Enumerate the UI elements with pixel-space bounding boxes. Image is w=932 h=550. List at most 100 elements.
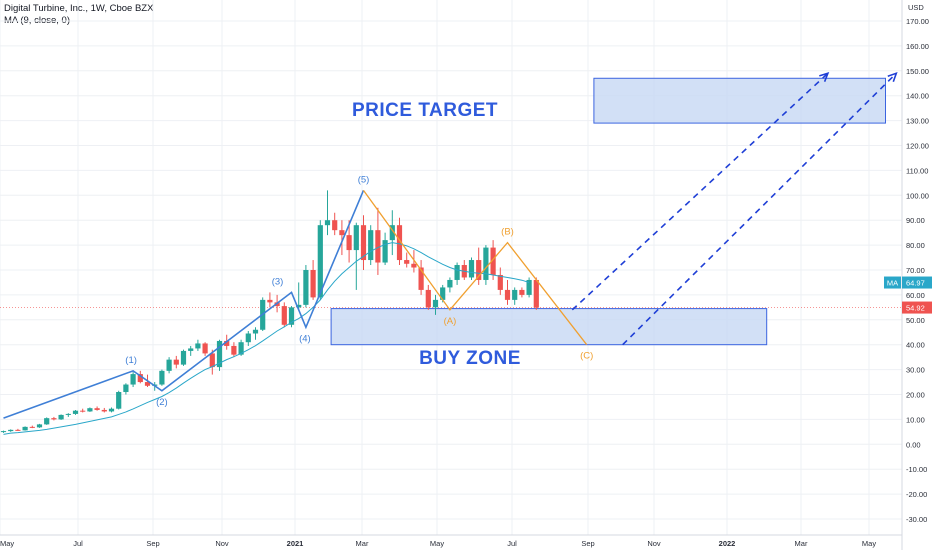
- zones-layer: [0, 77, 902, 346]
- last-price-label: 54.92: [906, 304, 925, 313]
- candle-body: [180, 350, 187, 365]
- candle-body: [368, 230, 374, 261]
- last-price-box: [902, 301, 932, 314]
- candle-body: [130, 374, 136, 385]
- candle-body: [324, 220, 331, 226]
- ma-tag-box: [884, 276, 901, 289]
- candle-body: [382, 240, 388, 263]
- candle-body: [404, 260, 410, 264]
- price-tick-label: 100.00: [906, 191, 929, 200]
- candle-body: [267, 299, 273, 303]
- price-tick-label: 110.00: [906, 166, 928, 175]
- candle-body: [202, 343, 208, 354]
- candle-body: [15, 429, 21, 431]
- candle-body: [188, 348, 194, 351]
- candle-body: [58, 414, 64, 420]
- candle-body: [108, 408, 115, 412]
- candles-layer: [0, 190, 539, 433]
- price-tick-label: 50.00: [906, 316, 925, 325]
- candle-body: [252, 329, 259, 334]
- candle-body: [468, 260, 475, 278]
- candle-body: [375, 230, 381, 263]
- candle-body: [389, 225, 395, 241]
- candle-body: [0, 431, 7, 433]
- candle-body: [159, 370, 165, 385]
- candle-body: [209, 353, 215, 368]
- candle-body: [396, 225, 403, 261]
- time-tick-label: May: [862, 539, 876, 548]
- price-tick-label: 60.00: [906, 291, 925, 300]
- wave-label-correction: (C): [580, 351, 593, 362]
- candle-body: [504, 289, 511, 300]
- candle-body: [288, 307, 295, 325]
- candle-body: [116, 392, 122, 409]
- wave-label-impulse: (2): [156, 397, 168, 408]
- candle-body: [144, 382, 151, 386]
- candle-body: [360, 225, 367, 261]
- time-tick-label: Nov: [647, 539, 661, 548]
- candle-body: [411, 263, 417, 268]
- candle-body: [332, 220, 338, 231]
- buy-zone-label: BUY ZONE: [419, 348, 521, 369]
- candle-body: [533, 279, 539, 308]
- price-tick-label: 150.00: [906, 67, 929, 76]
- wave-label-impulse: (4): [299, 333, 311, 344]
- candle-body: [123, 384, 129, 393]
- price-tick-label: 130.00: [906, 117, 929, 126]
- wave-label-impulse: (1): [125, 355, 137, 366]
- candle-body: [51, 418, 57, 420]
- candle-body: [526, 279, 532, 295]
- price-tick-label: 80.00: [906, 241, 925, 250]
- candle-body: [65, 413, 71, 415]
- impulse-wave-line: [3, 190, 365, 419]
- candle-body: [310, 270, 316, 298]
- candle-body: [8, 429, 14, 432]
- candle-body: [317, 225, 323, 298]
- candle-body: [432, 299, 439, 308]
- candle-body: [440, 287, 446, 300]
- candle-body: [87, 408, 93, 412]
- wave-label-impulse: (5): [358, 174, 370, 185]
- candle-body: [353, 225, 359, 251]
- time-tick-label: Nov: [215, 539, 229, 548]
- buy-zone-box: [330, 308, 768, 346]
- candle-body: [418, 267, 424, 290]
- price-tick-label: 10.00: [906, 415, 925, 424]
- price-tick-label: 160.00: [906, 42, 929, 51]
- candle-body: [497, 274, 503, 290]
- candle-body: [22, 426, 28, 431]
- price-tick-label: -10.00: [906, 465, 927, 474]
- candle-body: [245, 333, 251, 343]
- price-tick-label: 90.00: [906, 216, 925, 225]
- candle-body: [72, 410, 79, 414]
- ma-tag-label: MA: [887, 279, 898, 288]
- projection-arrow-head: [887, 71, 898, 83]
- candle-body: [303, 270, 309, 305]
- candle-body: [512, 289, 518, 300]
- candle-body: [425, 289, 431, 308]
- price-target-box: [593, 77, 887, 124]
- correction-wave-line: [362, 189, 588, 346]
- candle-body: [231, 345, 237, 355]
- price-tick-label: 70.00: [906, 266, 925, 275]
- time-axis: May Jul Sep Nov 2021 Mar May Jul Sep Nov 2022 Mar Ma…: [0, 534, 902, 548]
- price-axis: USD 170.00 160.00 150.00 140.00 130.00 120.00 1…: [884, 0, 932, 550]
- annotations-layer: (1) (2) (3) (4) (5) (A) (B) (C): [125, 71, 898, 408]
- price-tick-label: 170.00: [906, 17, 929, 26]
- candle-body: [519, 289, 525, 295]
- projection-arrow-head: [819, 72, 830, 82]
- candle-body: [173, 359, 179, 365]
- price-tick-label: 0.00: [906, 440, 921, 449]
- time-tick-label: Jul: [73, 539, 83, 548]
- candle-body: [44, 418, 50, 425]
- price-tick-label: 30.00: [906, 366, 925, 375]
- projection-arrow-line: [571, 72, 829, 311]
- candle-body: [29, 426, 35, 428]
- moving-average-line: [3, 242, 530, 435]
- price-tick-label: 20.00: [906, 391, 925, 400]
- candle-body: [101, 409, 107, 412]
- wave-label-correction: (A): [444, 316, 457, 327]
- candle-body: [281, 306, 287, 325]
- ma-value-box: [902, 276, 932, 289]
